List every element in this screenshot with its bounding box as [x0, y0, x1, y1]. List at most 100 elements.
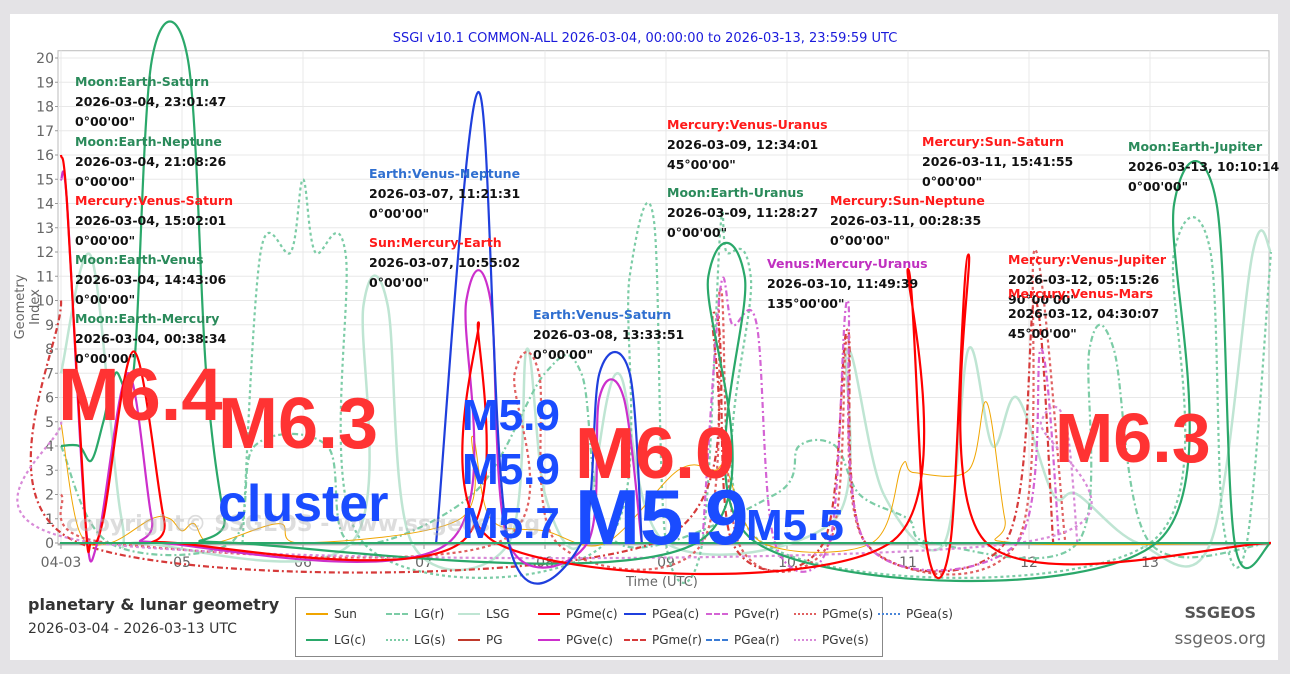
annotation-date: 2026-03-12, 04:30:07: [1008, 306, 1160, 321]
legend-label: PGea(s): [906, 607, 953, 621]
legend-item[interactable]: Sun: [306, 606, 357, 622]
annotation-date: 2026-03-08, 13:33:51: [533, 327, 685, 342]
annotation-angle: 0°00'00": [75, 233, 136, 248]
annotation-angle: 0°00'00": [75, 292, 136, 307]
y-tick-label: 10: [36, 294, 54, 310]
legend-swatch: [306, 613, 328, 615]
annotation-date: 2026-03-04, 00:38:34: [75, 331, 227, 346]
annotation-title: Mercury:Venus-Mars: [1008, 286, 1154, 301]
legend-item[interactable]: PG: [458, 632, 503, 648]
annotation-date: 2026-03-12, 05:15:26: [1008, 272, 1160, 287]
brand-name: SSGEOS: [1184, 603, 1256, 622]
footer-date-range: 2026-03-04 - 2026-03-13 UTC: [28, 621, 237, 637]
y-tick-label: 20: [36, 51, 54, 67]
y-tick-label: 8: [45, 342, 54, 358]
y-tick-label: 15: [36, 172, 54, 188]
legend-item[interactable]: PGme(c): [538, 606, 618, 622]
brand-url[interactable]: ssgeos.org: [1174, 629, 1266, 649]
annotation-title: Mercury:Sun-Neptune: [830, 193, 985, 208]
legend-swatch: [624, 639, 646, 641]
legend-item[interactable]: PGea(s): [878, 606, 953, 622]
legend-label: PG: [486, 633, 503, 647]
annotation-angle: 90°00'00": [1008, 292, 1077, 307]
earthquake-label: M5.9: [462, 445, 560, 494]
legend-swatch: [706, 613, 728, 615]
y-tick-label: 11: [36, 269, 54, 285]
event-annotation: Moon:Earth-Venus 2026-03-04, 14:43:06 0°00…: [75, 250, 226, 310]
chart-title: SSGI v10.1 COMMON-ALL 2026-03-04, 00:00:…: [392, 31, 898, 46]
event-annotation: Earth:Venus-Neptune 2026-03-07, 11:21:31 0…: [369, 164, 520, 224]
annotation-title: Mercury:Sun-Saturn: [922, 134, 1065, 149]
plot-frame: [57, 50, 1270, 546]
legend-swatch: [878, 613, 900, 615]
series-line-pgves: [16, 405, 1093, 560]
footer-title: planetary & lunar geometry: [28, 595, 280, 614]
annotation-title: Sun:Mercury-Earth: [369, 235, 502, 250]
legend-label: PGme(c): [566, 607, 618, 621]
legend-label: LSG: [486, 607, 510, 621]
legend-label: LG(s): [414, 633, 446, 647]
annotation-title: Earth:Venus-Neptune: [369, 166, 521, 181]
x-axis-label: Time (UTC): [626, 575, 698, 590]
y-tick-label: 2: [45, 488, 54, 504]
legend-item[interactable]: PGme(r): [624, 632, 702, 648]
annotation-angle: 0°00'00": [75, 114, 136, 129]
legend-label: Sun: [334, 607, 357, 621]
event-annotation: Earth:Venus-Saturn 2026-03-08, 13:33:51 0°…: [533, 305, 684, 365]
legend-item[interactable]: LSG: [458, 606, 510, 622]
annotation-title: Moon:Earth-Neptune: [75, 134, 222, 149]
y-tick-label: 19: [36, 75, 54, 91]
legend-item[interactable]: PGve(r): [706, 606, 779, 622]
legend-item[interactable]: PGme(s): [794, 606, 873, 622]
event-annotation: Venus:Mercury-Uranus 2026-03-10, 11:49:39…: [767, 254, 928, 314]
series-line-lgc: [60, 20, 1272, 583]
earthquake-label: M6.3: [218, 384, 379, 464]
annotation-title: Mercury:Venus-Jupiter: [1008, 252, 1166, 267]
y-tick-label: 16: [36, 148, 54, 164]
annotation-angle: 0°00'00": [75, 174, 136, 189]
legend-label: PGve(c): [566, 633, 613, 647]
earthquake-label: cluster: [218, 475, 389, 533]
legend-swatch: [386, 639, 408, 641]
annotation-angle: 45°00'00": [1008, 326, 1077, 341]
annotation-date: 2026-03-04, 21:08:26: [75, 154, 227, 169]
event-annotation: Moon:Earth-Mercury 2026-03-04, 00:38:34 0°…: [75, 309, 226, 369]
legend-item[interactable]: PGea(c): [624, 606, 699, 622]
x-tick-label: 04-03: [41, 555, 82, 571]
legend-item[interactable]: PGea(r): [706, 632, 780, 648]
annotation-angle: 0°00'00": [369, 206, 430, 221]
earthquake-label: M5.9: [462, 391, 560, 440]
legend-item[interactable]: LG(s): [386, 632, 446, 648]
series-line-pgeac: [435, 90, 643, 585]
y-tick-label: 7: [45, 366, 54, 382]
annotation-date: 2026-03-13, 10:10:14: [1128, 159, 1280, 174]
annotation-title: Moon:Earth-Jupiter: [1128, 139, 1263, 154]
legend-item[interactable]: PGve(c): [538, 632, 613, 648]
legend-item[interactable]: LG(r): [386, 606, 444, 622]
legend-label: PGve(s): [822, 633, 869, 647]
annotation-title: Earth:Venus-Saturn: [533, 307, 672, 322]
legend-item[interactable]: LG(c): [306, 632, 366, 648]
event-annotation: Mercury:Venus-Saturn 2026-03-04, 15:02:01…: [75, 191, 233, 251]
event-annotation: Sun:Mercury-Earth 2026-03-07, 10:55:02 0°0…: [369, 233, 520, 293]
annotation-date: 2026-03-04, 14:43:06: [75, 272, 227, 287]
event-annotation: Moon:Earth-Uranus 2026-03-09, 11:28:27 0°0…: [667, 183, 818, 243]
annotation-date: 2026-03-10, 11:49:39: [767, 276, 919, 291]
legend-item[interactable]: PGve(s): [794, 632, 869, 648]
event-annotation: Moon:Earth-Saturn 2026-03-04, 23:01:47 0°0…: [75, 72, 226, 132]
y-tick-label: 5: [45, 415, 54, 431]
legend-swatch: [706, 639, 728, 641]
y-tick-label: 0: [45, 536, 54, 552]
legend-label: LG(c): [334, 633, 366, 647]
annotation-title: Venus:Mercury-Uranus: [767, 256, 928, 271]
annotation-date: 2026-03-07, 11:21:31: [369, 186, 521, 201]
series-line-lsg: [59, 229, 1273, 572]
annotation-date: 2026-03-07, 10:55:02: [369, 255, 521, 270]
event-annotation: Moon:Earth-Neptune 2026-03-04, 21:08:26 0°…: [75, 132, 226, 192]
legend-swatch: [458, 613, 480, 615]
event-annotation: Mercury:Sun-Saturn 2026-03-11, 15:41:55 0°…: [922, 132, 1073, 192]
annotation-angle: 0°00'00": [533, 347, 594, 362]
x-tick-label: 05: [173, 555, 191, 571]
y-tick-label: 13: [36, 221, 54, 237]
